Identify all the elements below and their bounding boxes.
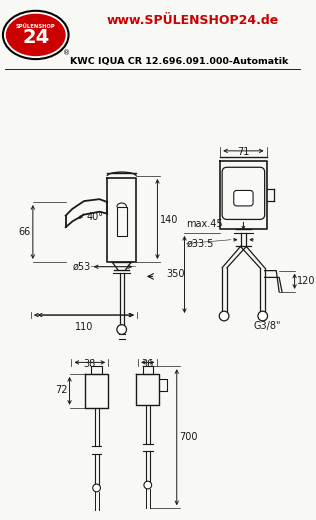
Ellipse shape: [3, 11, 69, 59]
Text: 110: 110: [75, 322, 93, 332]
Text: www.SPÜLENSHOP24.de: www.SPÜLENSHOP24.de: [107, 14, 279, 27]
Circle shape: [219, 311, 229, 321]
Text: 71: 71: [237, 147, 250, 157]
Text: 72: 72: [55, 385, 68, 395]
Text: ø53: ø53: [73, 262, 91, 272]
Text: SPÜLENSHOP: SPÜLENSHOP: [16, 24, 56, 29]
Text: ®: ®: [63, 50, 70, 56]
Text: 700: 700: [180, 432, 198, 442]
Text: max.45: max.45: [186, 219, 223, 229]
Text: KWC IQUA CR 12.696.091.000-Automatik: KWC IQUA CR 12.696.091.000-Automatik: [70, 57, 288, 66]
Text: 120: 120: [296, 276, 315, 286]
Text: 38: 38: [84, 358, 96, 369]
Text: 140: 140: [160, 215, 179, 225]
Text: 36: 36: [142, 358, 154, 369]
Text: 350: 350: [166, 269, 185, 279]
Text: 66: 66: [19, 227, 31, 237]
Circle shape: [93, 484, 100, 492]
Circle shape: [258, 311, 268, 321]
Text: ø33.5: ø33.5: [186, 239, 214, 249]
Ellipse shape: [6, 14, 66, 56]
Circle shape: [144, 481, 152, 489]
Circle shape: [117, 324, 126, 334]
FancyBboxPatch shape: [234, 190, 253, 206]
Text: 24: 24: [22, 29, 49, 47]
Text: G3/8": G3/8": [253, 321, 281, 331]
Text: 40°: 40°: [87, 212, 104, 222]
